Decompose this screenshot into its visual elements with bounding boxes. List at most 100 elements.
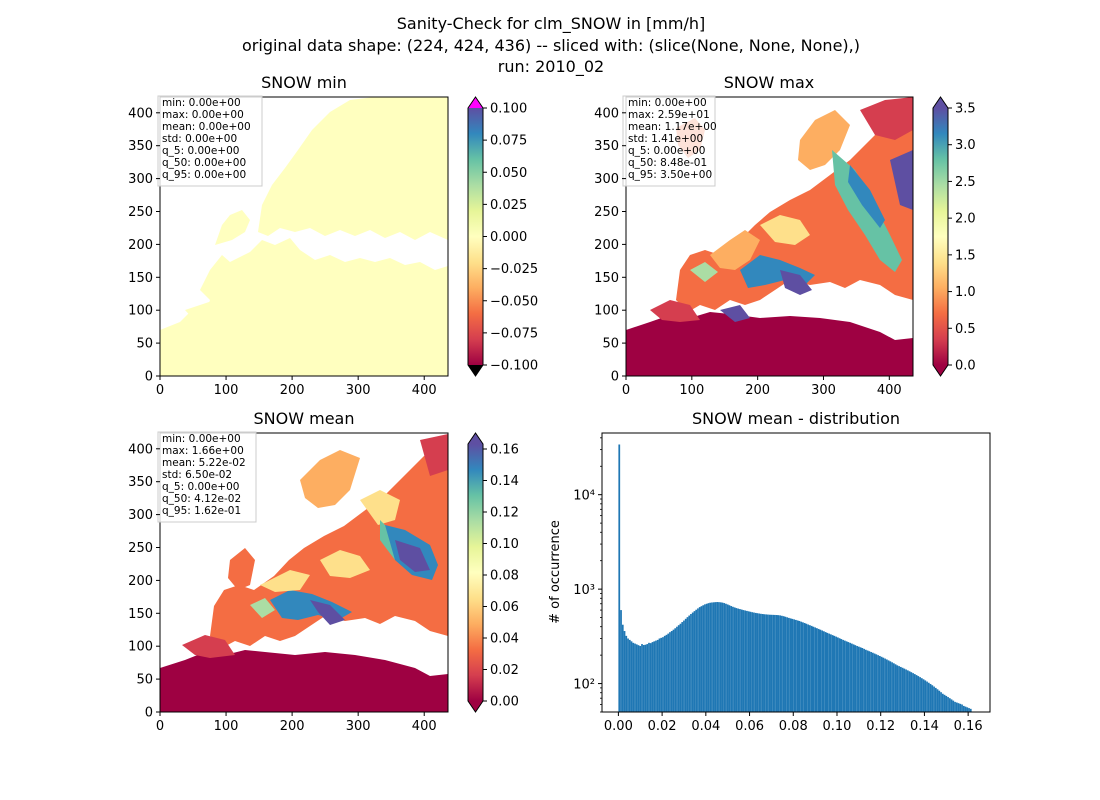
colorbar-tick-label: 0.14 bbox=[490, 474, 519, 489]
colorbar-tick-label: 2.5 bbox=[955, 175, 976, 190]
x-tick-label: 0.00 bbox=[604, 719, 633, 734]
histogram-bar bbox=[945, 695, 948, 712]
histogram-bar bbox=[767, 614, 769, 712]
histogram-bar bbox=[919, 677, 921, 712]
histogram-bar bbox=[747, 611, 750, 712]
histogram-bar bbox=[850, 643, 853, 712]
land-mask bbox=[160, 97, 448, 376]
histogram-bar bbox=[651, 642, 654, 712]
colorbar-tick-label: 3.0 bbox=[955, 138, 976, 153]
histogram-bar bbox=[809, 625, 811, 712]
histogram-bar bbox=[798, 620, 801, 712]
x-tick-label: 0.10 bbox=[823, 719, 852, 734]
histogram-bar bbox=[718, 602, 720, 712]
histogram-bar bbox=[952, 700, 955, 712]
x-tick-label: 100 bbox=[679, 383, 704, 398]
histogram-bar bbox=[635, 644, 638, 712]
histogram-bar bbox=[933, 686, 935, 712]
histogram-bar bbox=[875, 654, 878, 712]
histogram-bar bbox=[779, 615, 782, 712]
stats-line: mean: 1.17e+00 bbox=[628, 121, 717, 133]
stats-line: q_5: 0.00e+00 bbox=[162, 145, 239, 157]
histogram-bar bbox=[672, 629, 675, 712]
suptitle-line1: Sanity-Check for clm_SNOW in [mm/h] bbox=[397, 14, 705, 34]
y-tick-label: 10² bbox=[573, 678, 595, 693]
histogram-bar bbox=[959, 703, 962, 712]
histogram-bar bbox=[669, 632, 671, 712]
histogram-bar bbox=[660, 637, 663, 712]
histogram-bar bbox=[751, 612, 754, 712]
histogram-bar bbox=[648, 642, 650, 712]
histogram-bar bbox=[802, 622, 804, 712]
histogram-bar bbox=[642, 645, 645, 712]
histogram-bar bbox=[934, 687, 937, 712]
histogram-bar bbox=[943, 694, 946, 712]
histogram-bar bbox=[684, 618, 687, 712]
histogram-bar bbox=[870, 651, 872, 712]
colorbar-over-extend bbox=[468, 97, 483, 108]
histogram-bar bbox=[782, 616, 785, 712]
axes-frame bbox=[601, 432, 991, 713]
stats-line: q_50: 0.00e+00 bbox=[162, 157, 246, 169]
histogram-bar bbox=[770, 614, 773, 712]
histogram-bar bbox=[912, 673, 914, 712]
colorbar-tick-label: 0.04 bbox=[490, 632, 519, 647]
histogram-bar bbox=[829, 634, 832, 712]
histogram-bar bbox=[639, 645, 642, 712]
histogram-bar bbox=[656, 639, 659, 712]
colorbar: 0.16 0.14 0.12 0.10 0.08 0.06 0.04 0.02 0.00 bbox=[467, 432, 519, 713]
histogram-bar bbox=[938, 690, 941, 712]
y-tick-label: 400 bbox=[594, 106, 619, 121]
colorbar-tick-label: 0.02 bbox=[490, 663, 519, 678]
histogram-bar bbox=[737, 608, 740, 712]
histogram-bar bbox=[936, 689, 939, 712]
panel-title: SNOW mean - distribution bbox=[692, 409, 900, 428]
histogram-bar bbox=[861, 648, 864, 712]
x-tick-label: 200 bbox=[280, 383, 305, 398]
histogram-bar bbox=[646, 644, 649, 712]
stats-line: q_50: 8.48e-01 bbox=[628, 157, 707, 169]
histogram-bar bbox=[871, 652, 874, 712]
histogram-bar bbox=[662, 637, 664, 712]
histogram-bar bbox=[756, 613, 759, 712]
histogram-bar bbox=[896, 665, 899, 712]
x-tick-label: 100 bbox=[214, 383, 239, 398]
histogram-bar bbox=[913, 674, 916, 712]
histogram-bar bbox=[833, 635, 836, 712]
x-tick-label: 0 bbox=[622, 383, 630, 398]
histogram-bars bbox=[618, 444, 972, 712]
histogram-bar bbox=[931, 685, 934, 712]
histogram-bar bbox=[735, 608, 738, 712]
colorbar-tick-label: 1.5 bbox=[955, 248, 976, 263]
histogram-bar bbox=[842, 639, 844, 712]
colorbar-tick-label: −0.050 bbox=[490, 294, 538, 309]
y-tick-label: 100 bbox=[128, 304, 153, 319]
histogram-bar bbox=[880, 656, 883, 712]
suptitle-line3: run: 2010_02 bbox=[498, 57, 604, 77]
histogram-bar bbox=[884, 658, 886, 712]
histogram-bar bbox=[845, 641, 848, 712]
field-map bbox=[160, 434, 448, 712]
histogram-bar bbox=[854, 645, 857, 712]
histogram-bar bbox=[709, 602, 712, 712]
histogram-bar bbox=[859, 647, 862, 712]
histogram-bar bbox=[688, 615, 691, 712]
x-tick-label: 300 bbox=[346, 383, 371, 398]
histogram-bar bbox=[828, 633, 830, 712]
x-tick-label: 300 bbox=[346, 719, 371, 734]
axes-frame bbox=[159, 432, 449, 713]
histogram-bar bbox=[775, 615, 778, 712]
histogram-bar bbox=[849, 642, 851, 712]
colorbar-tick-label: 0.12 bbox=[490, 506, 519, 521]
histogram-bar bbox=[698, 607, 701, 712]
colorbar-tick-label: 0.00 bbox=[490, 695, 519, 710]
histogram-bar bbox=[968, 708, 970, 712]
histogram-bar bbox=[620, 610, 622, 712]
histogram-bar bbox=[843, 640, 846, 712]
histogram-bar bbox=[906, 670, 909, 712]
histogram-bar bbox=[901, 667, 904, 712]
histogram-bar bbox=[926, 681, 928, 712]
y-axis-ticks: 10² 10³ 10⁴ bbox=[573, 437, 602, 713]
